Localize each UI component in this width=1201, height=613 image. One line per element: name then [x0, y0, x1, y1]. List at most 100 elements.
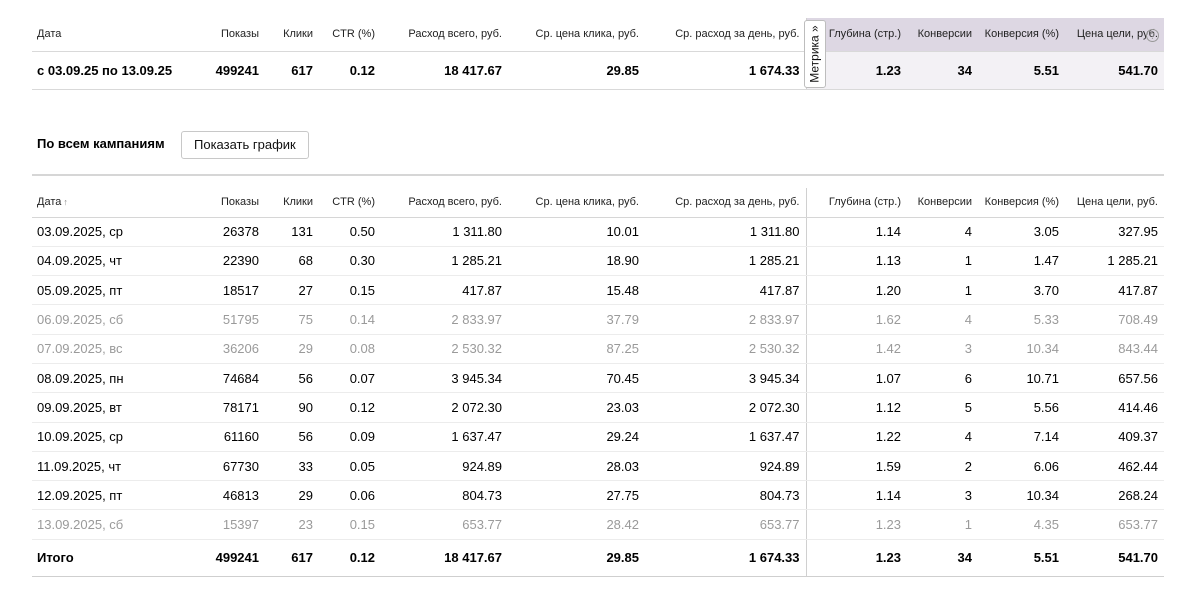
row-impressions: 61160: [182, 422, 265, 452]
row-conversions: 4: [907, 304, 978, 335]
row-impressions: 46813: [182, 480, 265, 511]
row-clicks: 131: [265, 217, 319, 247]
column-header-conversion-rate[interactable]: Конверсия (%): [978, 188, 1065, 218]
row-conversion-rate: 5.56: [978, 392, 1065, 423]
info-icon[interactable]: ?: [1146, 29, 1159, 42]
total-goal-cost: 541.70: [1065, 539, 1164, 577]
row-spend: 1 285.21: [381, 246, 508, 277]
column-header-avg-cpc[interactable]: Ср. цена клика, руб.: [508, 188, 645, 218]
row-avg-daily-spend: 2 833.97: [645, 304, 806, 335]
column-header-clicks[interactable]: Клики: [265, 188, 319, 218]
row-date: 13.09.2025, сб: [32, 509, 182, 540]
row-spend: 417.87: [381, 275, 508, 306]
row-conversion-rate: 4.35: [978, 509, 1065, 540]
column-header-spend[interactable]: Расход всего, руб.: [381, 188, 508, 218]
metrika-toggle-button[interactable]: Метрика »: [804, 20, 826, 88]
row-impressions: 26378: [182, 217, 265, 247]
row-spend: 2 072.30: [381, 392, 508, 423]
row-ctr: 0.07: [319, 363, 381, 394]
row-conversion-rate: 10.34: [978, 334, 1065, 364]
row-date: 11.09.2025, чт: [32, 451, 182, 482]
column-header-conversions[interactable]: Конверсии: [907, 188, 978, 218]
row-goal-cost: 417.87: [1065, 275, 1164, 306]
row-avg-cpc: 18.90: [508, 246, 645, 277]
row-clicks: 29: [265, 480, 319, 511]
row-date: 03.09.2025, ср: [32, 217, 182, 247]
row-conversion-rate: 5.33: [978, 304, 1065, 335]
summary-period: с 03.09.25 по 13.09.25: [32, 50, 182, 90]
row-clicks: 75: [265, 304, 319, 335]
row-goal-cost: 409.37: [1065, 422, 1164, 452]
row-goal-cost: 414.46: [1065, 392, 1164, 423]
total-avg-cpc: 29.85: [508, 539, 645, 577]
column-header-ctr[interactable]: CTR (%): [332, 28, 375, 41]
column-header-goal-cost[interactable]: Цена цели, руб.: [1065, 188, 1164, 218]
column-header-clicks[interactable]: Клики: [283, 28, 313, 41]
row-clicks: 56: [265, 422, 319, 452]
row-date: 08.09.2025, пн: [32, 363, 182, 394]
row-conversions: 1: [907, 275, 978, 306]
row-conversions: 6: [907, 363, 978, 394]
section-title: По всем кампаниям: [37, 136, 165, 151]
row-avg-daily-spend: 2 072.30: [645, 392, 806, 423]
daily-stats-table: Дата ↑ Показы Клики CTR (%) Расход всего,…: [32, 188, 1164, 577]
row-conversions: 3: [907, 480, 978, 511]
row-ctr: 0.15: [319, 509, 381, 540]
row-spend: 1 311.80: [381, 217, 508, 247]
row-goal-cost: 268.24: [1065, 480, 1164, 511]
row-avg-cpc: 28.42: [508, 509, 645, 540]
column-header-ctr[interactable]: CTR (%): [319, 188, 381, 218]
row-impressions: 51795: [182, 304, 265, 335]
row-depth: 1.12: [805, 392, 907, 423]
column-header-depth[interactable]: Глубина (стр.): [805, 188, 907, 218]
column-header-impressions[interactable]: Показы: [182, 188, 265, 218]
column-header-impressions[interactable]: Показы: [220, 28, 259, 41]
table-row: 04.09.2025, чт 22390 68 0.30 1 285.21 18.90 1 …: [32, 246, 1164, 277]
row-ctr: 0.15: [319, 275, 381, 306]
summary-conversions: 34: [907, 50, 978, 90]
row-impressions: 15397: [182, 509, 265, 540]
row-avg-daily-spend: 3 945.34: [645, 363, 806, 394]
row-spend: 2 530.32: [381, 334, 508, 364]
row-conversion-rate: 7.14: [978, 422, 1065, 452]
row-depth: 1.42: [805, 334, 907, 364]
row-date: 07.09.2025, вс: [32, 334, 182, 364]
detail-header-row: Дата ↑ Показы Клики CTR (%) Расход всего,…: [32, 188, 1164, 218]
column-header-conversion-rate[interactable]: Конверсия (%): [978, 18, 1065, 51]
column-header-avg-daily-spend[interactable]: Ср. расход за день, руб.: [645, 188, 806, 218]
column-header-conversions[interactable]: Конверсии: [907, 18, 978, 51]
summary-header-row: Дата Показы Клики CTR (%) Расход всего, …: [32, 18, 1164, 51]
row-goal-cost: 327.95: [1065, 217, 1164, 247]
total-depth: 1.23: [805, 539, 907, 577]
total-clicks: 617: [265, 539, 319, 577]
row-spend: 804.73: [381, 480, 508, 511]
row-spend: 2 833.97: [381, 304, 508, 335]
row-spend: 3 945.34: [381, 363, 508, 394]
row-goal-cost: 462.44: [1065, 451, 1164, 482]
row-conversions: 2: [907, 451, 978, 482]
summary-conversion-rate: 5.51: [978, 50, 1065, 90]
column-header-avg-daily-spend[interactable]: Ср. расход за день, руб.: [675, 28, 800, 41]
summary-ctr: 0.12: [319, 50, 381, 90]
row-date: 06.09.2025, сб: [32, 304, 182, 335]
summary-spend: 18 417.67: [381, 50, 508, 90]
row-avg-daily-spend: 1 637.47: [645, 422, 806, 452]
column-header-date[interactable]: Дата: [37, 28, 62, 41]
row-conversion-rate: 3.05: [978, 217, 1065, 247]
row-depth: 1.07: [805, 363, 907, 394]
row-ctr: 0.30: [319, 246, 381, 277]
column-header-spend[interactable]: Расход всего, руб.: [408, 28, 502, 41]
row-conversion-rate: 10.71: [978, 363, 1065, 394]
row-spend: 653.77: [381, 509, 508, 540]
row-impressions: 18517: [182, 275, 265, 306]
show-chart-button[interactable]: Показать график: [181, 131, 309, 159]
summary-avg-daily-spend: 1 674.33: [645, 50, 806, 90]
row-depth: 1.14: [805, 480, 907, 511]
column-header-avg-cpc[interactable]: Ср. цена клика, руб.: [535, 28, 639, 41]
row-clicks: 27: [265, 275, 319, 306]
column-header-date-sortable[interactable]: Дата ↑: [32, 188, 182, 218]
row-ctr: 0.12: [319, 392, 381, 423]
table-row: 09.09.2025, вт 78171 90 0.12 2 072.30 23.03 2 …: [32, 392, 1164, 423]
row-ctr: 0.08: [319, 334, 381, 364]
row-avg-daily-spend: 1 311.80: [645, 217, 806, 247]
